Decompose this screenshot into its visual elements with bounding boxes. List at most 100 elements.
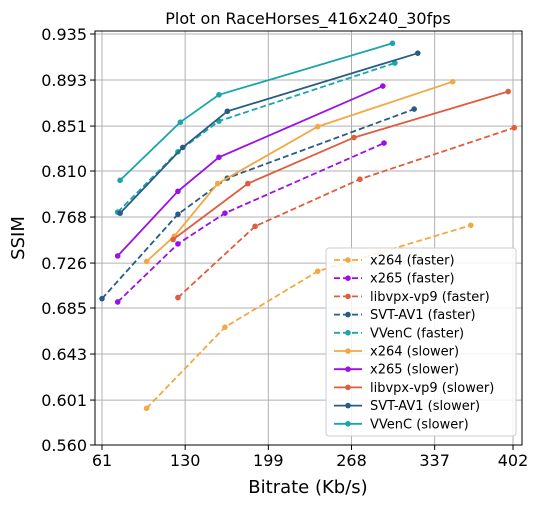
legend-item: x265 (slower) — [334, 363, 459, 378]
data-point — [505, 88, 511, 95]
data-point — [245, 180, 251, 187]
x-tick-label: 337 — [419, 451, 450, 470]
legend-label: x264 (faster) — [370, 254, 455, 269]
series-line — [172, 90, 509, 241]
y-tick-label: 0.851 — [41, 117, 87, 136]
y-tick-label: 0.643 — [41, 345, 87, 364]
legend-item: libvpx-vp9 (faster) — [334, 290, 490, 305]
y-tick-label: 0.726 — [41, 254, 87, 273]
series-line — [177, 126, 515, 299]
series-2 — [175, 124, 518, 301]
legend-item: x264 (slower) — [334, 345, 459, 360]
data-point — [117, 177, 123, 184]
data-point — [143, 405, 150, 412]
data-point — [468, 222, 474, 229]
data-point — [222, 324, 228, 330]
x-tick-label: 130 — [170, 451, 201, 470]
legend-item: libvpx-vp9 (slower) — [334, 381, 494, 396]
legend-box — [325, 247, 517, 437]
data-point — [175, 211, 181, 218]
plot-frame — [94, 30, 523, 446]
y-tick-label: 0.935 — [41, 25, 87, 44]
legend-label: VVenC (slower) — [370, 417, 469, 432]
legend-marker — [345, 257, 351, 263]
series-1 — [114, 140, 387, 305]
data-point — [222, 210, 228, 216]
y-tick-label: 0.560 — [41, 436, 87, 455]
legend-marker — [345, 421, 351, 427]
data-point — [114, 253, 121, 259]
legend-marker — [345, 311, 351, 318]
data-point — [380, 83, 386, 89]
legend-label: x265 (slower) — [370, 363, 459, 378]
data-point — [114, 299, 121, 305]
legend-marker — [345, 366, 351, 373]
legend-marker — [345, 348, 351, 354]
data-point — [414, 50, 421, 56]
legend-item: SVT-AV1 (slower) — [334, 399, 480, 414]
series-line — [119, 52, 419, 214]
data-point — [175, 294, 181, 301]
data-point — [389, 40, 396, 47]
data-point — [252, 223, 258, 230]
data-point — [143, 258, 150, 265]
legend-label: SVT-AV1 (faster) — [370, 308, 476, 323]
series-7 — [170, 88, 511, 243]
legend-marker — [345, 293, 351, 300]
y-tick-label: 0.810 — [41, 162, 87, 181]
x-tick-label: 61 — [92, 451, 112, 470]
legend-item: x265 (faster) — [334, 272, 455, 287]
x-tick-label: 402 — [498, 451, 529, 470]
x-axis-label: Bitrate (Kb/s) — [248, 477, 367, 498]
data-point — [117, 210, 123, 216]
legend-marker — [345, 402, 351, 409]
data-point — [381, 140, 387, 146]
data-point — [177, 119, 184, 126]
chart-title: Plot on RaceHorses_416x240_30fps — [165, 9, 450, 29]
series-8 — [117, 50, 421, 216]
ticks: 61 130 199 268 337 402 0.560 0.601 0.643 0.685 0.7… — [41, 25, 528, 470]
x-tick-label: 199 — [253, 451, 284, 470]
series-6 — [114, 83, 386, 259]
data-point — [216, 154, 222, 161]
series-line — [119, 42, 393, 181]
series-line — [117, 142, 385, 303]
legend-label: x265 (faster) — [370, 272, 455, 287]
legend-marker — [345, 330, 351, 336]
y-axis-label: SSIM — [8, 216, 29, 260]
series-line — [117, 85, 384, 257]
legend-item: SVT-AV1 (faster) — [334, 308, 476, 323]
series-9 — [117, 40, 396, 184]
legend: x264 (faster) x265 (faster) libvpx-vp9 (fa… — [325, 247, 517, 437]
x-tick-label: 268 — [336, 451, 367, 470]
series-layer — [99, 40, 518, 412]
data-point — [214, 180, 221, 187]
series-line — [117, 62, 396, 213]
data-point — [351, 134, 357, 141]
legend-item: VVenC (slower) — [334, 417, 469, 432]
data-point — [392, 60, 398, 66]
legend-item: x264 (faster) — [334, 254, 455, 269]
data-point — [357, 176, 363, 183]
series-line — [101, 108, 415, 300]
data-point — [216, 92, 222, 98]
y-tick-label: 0.601 — [41, 391, 87, 410]
y-tick-label: 0.768 — [41, 208, 87, 227]
data-point — [511, 124, 518, 131]
data-point — [99, 295, 105, 302]
data-point — [179, 144, 186, 151]
data-point — [449, 78, 456, 85]
data-point — [175, 188, 181, 195]
data-point — [314, 268, 321, 275]
legend-label: VVenC (faster) — [370, 326, 464, 341]
y-tick-label: 0.685 — [41, 299, 87, 318]
data-point — [170, 236, 176, 243]
legend-item: VVenC (faster) — [334, 326, 464, 341]
legend-marker — [345, 384, 351, 391]
legend-label: libvpx-vp9 (faster) — [370, 290, 490, 305]
legend-marker — [345, 275, 351, 282]
data-point — [411, 106, 417, 112]
legend-label: x264 (slower) — [370, 345, 459, 360]
